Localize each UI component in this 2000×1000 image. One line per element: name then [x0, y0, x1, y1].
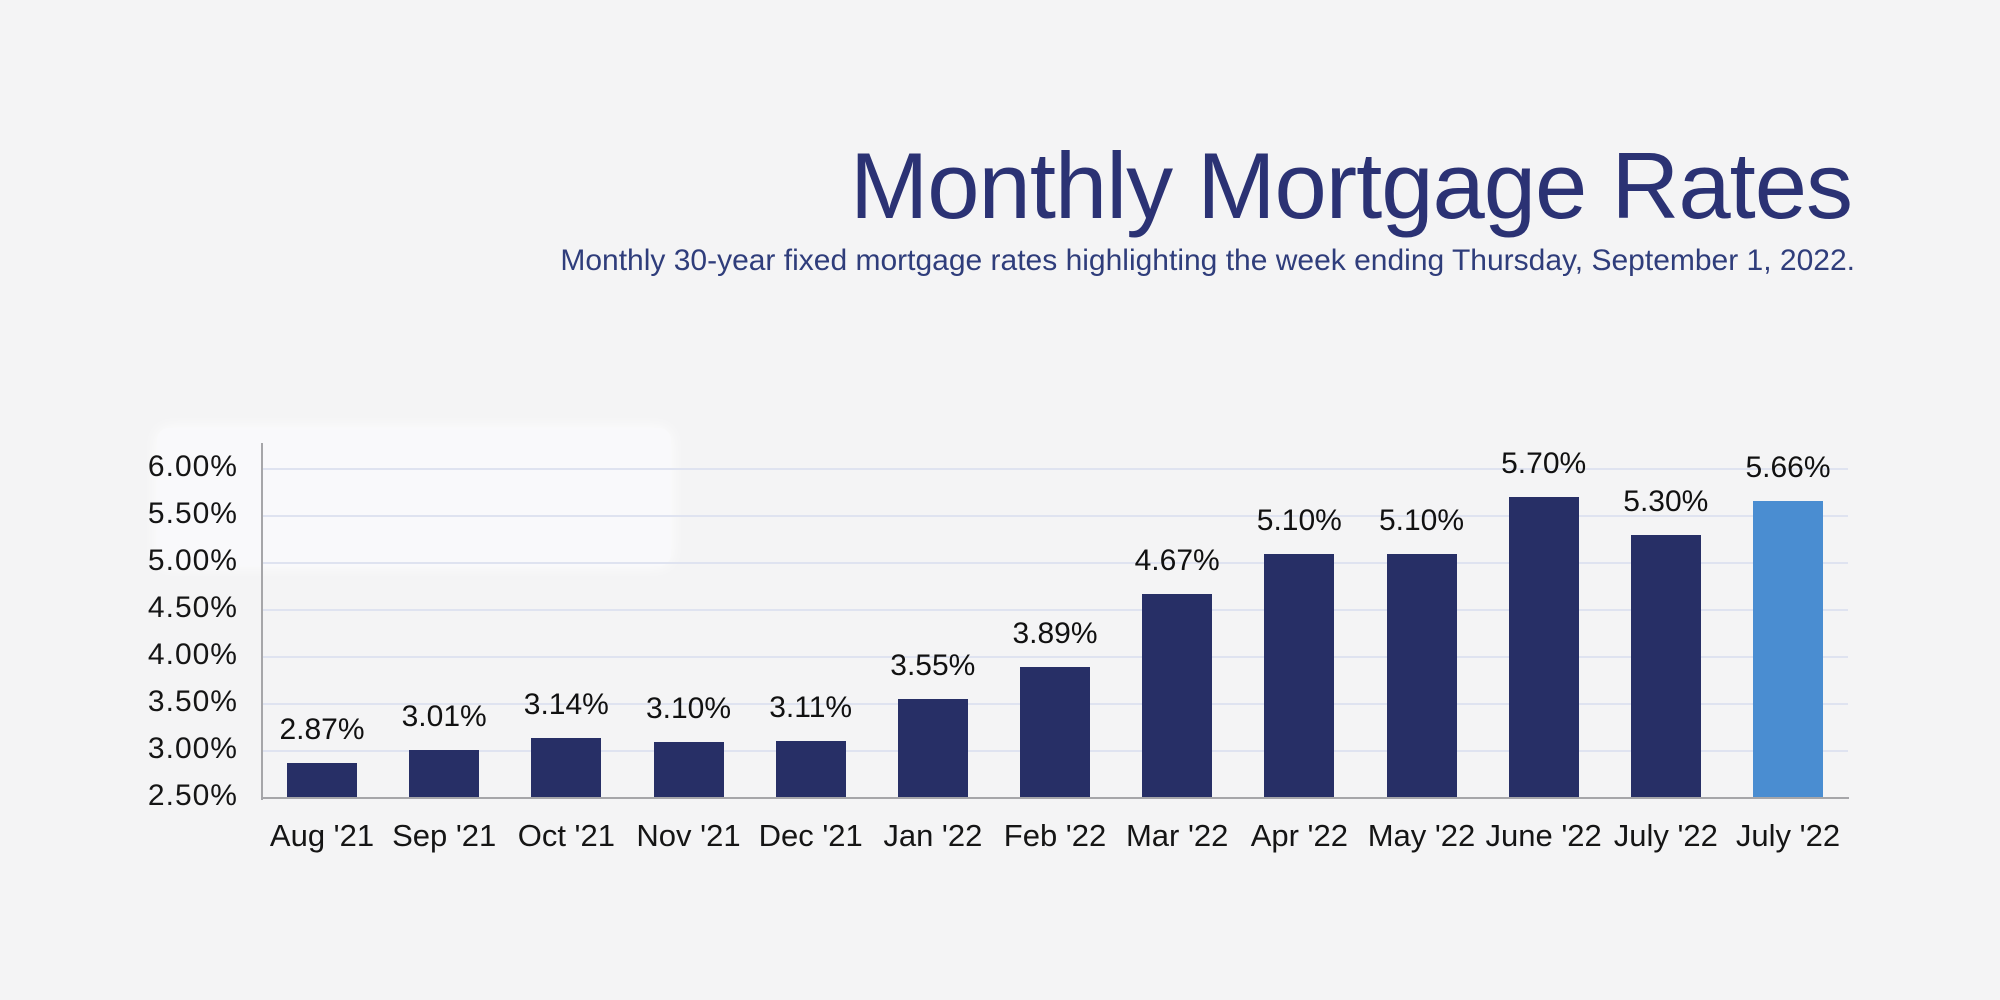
- page-subtitle: Monthly 30-year fixed mortgage rates hig…: [560, 244, 1855, 277]
- y-axis-line: [261, 443, 263, 800]
- bar: [287, 763, 357, 798]
- x-axis-category-label: Sep '21: [392, 818, 497, 853]
- bar: [409, 750, 480, 798]
- x-axis-category-label: June '22: [1485, 818, 1602, 853]
- gridline: [262, 515, 1848, 517]
- x-axis-category-label: Jan '22: [883, 818, 983, 853]
- x-axis-category-label: Dec '21: [758, 818, 863, 853]
- bar-value-label: 5.70%: [1501, 447, 1587, 481]
- bar: [531, 737, 602, 798]
- bar: [1264, 553, 1335, 798]
- bar-value-label: 3.55%: [890, 649, 976, 683]
- bar-highlighted: [1753, 500, 1823, 798]
- bar-value-label: 5.10%: [1378, 503, 1465, 537]
- bar-value-label: 3.14%: [523, 687, 609, 721]
- bar-value-label: 3.10%: [645, 691, 732, 725]
- bar: [1386, 553, 1457, 798]
- x-axis-category-label: July '22: [1613, 818, 1718, 853]
- bar-value-label: 5.30%: [1623, 484, 1709, 518]
- gridline: [262, 656, 1848, 658]
- gridline: [262, 609, 1848, 611]
- bar-value-label: 3.01%: [401, 700, 487, 734]
- bar: [653, 741, 724, 798]
- y-axis-tick-label: 4.50%: [147, 591, 238, 624]
- gridline: [262, 562, 1848, 564]
- y-axis-tick-label: 3.50%: [147, 685, 238, 718]
- y-axis-tick-label: 6.00%: [147, 450, 238, 483]
- bar: [897, 699, 968, 798]
- bar: [775, 740, 846, 798]
- y-axis-tick-label: 5.00%: [147, 544, 238, 577]
- bar: [1630, 534, 1701, 798]
- bar: [1508, 497, 1579, 798]
- x-axis-category-label: Oct '21: [517, 818, 615, 853]
- x-axis-category-label: May '22: [1367, 818, 1476, 853]
- y-axis-tick-label: 4.00%: [147, 638, 238, 671]
- bar: [1020, 667, 1090, 798]
- page-title: Monthly Mortgage Rates: [849, 133, 1853, 238]
- gridline: [262, 468, 1848, 470]
- y-axis-tick-label: 2.50%: [147, 779, 238, 812]
- x-axis-category-label: Mar '22: [1125, 818, 1229, 853]
- bar-value-label: 3.11%: [769, 690, 853, 724]
- bar: [1142, 594, 1213, 798]
- bar-value-label: 3.89%: [1012, 617, 1098, 651]
- x-axis-line: [261, 797, 1849, 799]
- y-axis-tick-label: 3.00%: [147, 732, 238, 765]
- bar-value-label: 2.87%: [279, 713, 365, 747]
- bar-value-label: 5.10%: [1256, 503, 1342, 537]
- background-accent-panel: [157, 428, 671, 566]
- x-axis-category-label: Aug '21: [269, 818, 375, 853]
- x-axis-category-label: July '22: [1735, 818, 1841, 853]
- x-axis-category-label: Apr '22: [1250, 818, 1348, 853]
- x-axis-category-label: Nov '21: [636, 818, 741, 853]
- bar-value-label: 5.66%: [1745, 450, 1831, 484]
- x-axis-category-label: Feb '22: [1003, 818, 1107, 853]
- y-axis-tick-label: 5.50%: [147, 497, 238, 530]
- bar-value-label: 4.67%: [1134, 544, 1220, 578]
